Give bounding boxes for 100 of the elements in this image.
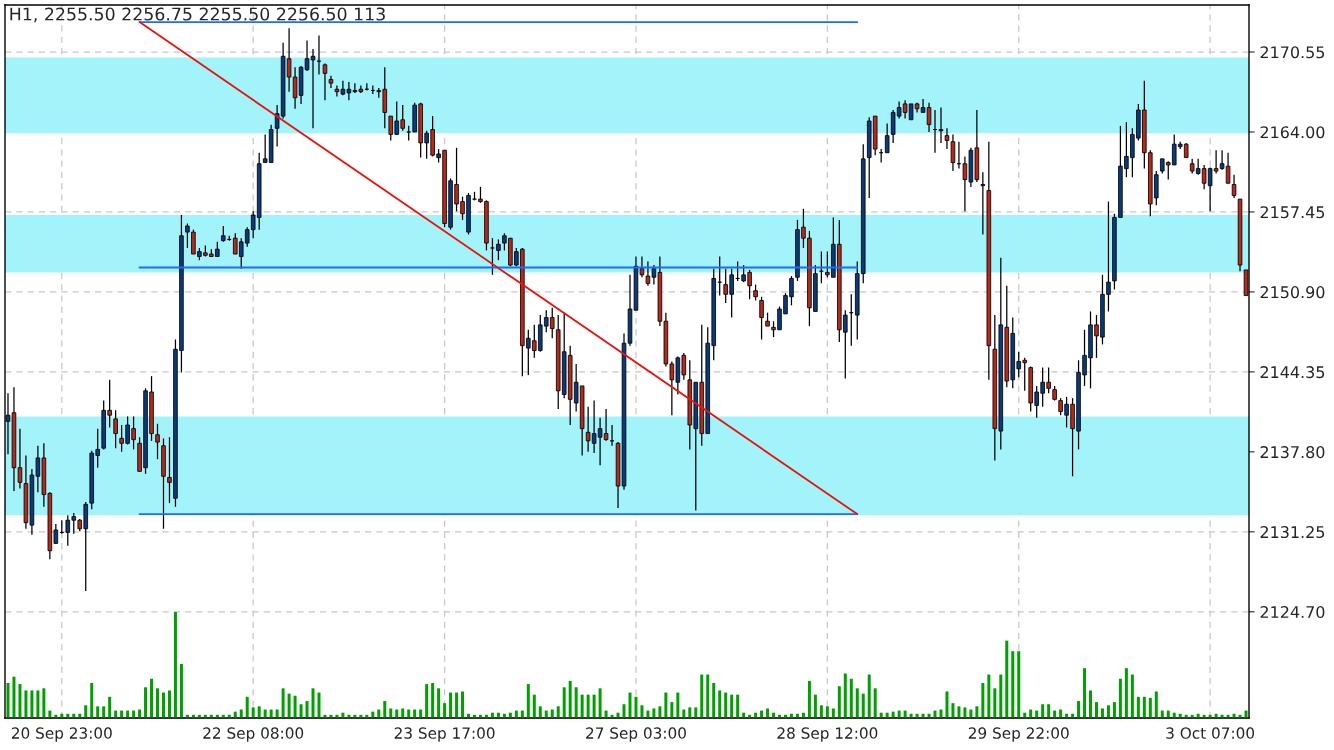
bar [299,704,303,718]
bar [1154,691,1158,718]
bar [622,704,626,718]
bar [1077,701,1081,718]
bar [1005,640,1009,718]
bar [24,690,28,718]
bar [628,692,632,718]
bar [1136,696,1140,718]
bar [36,690,40,718]
bar [311,688,315,718]
bar [658,706,662,718]
bar [867,674,871,718]
bar [443,703,447,718]
bar [831,708,835,718]
bar [556,706,560,718]
candlestick [884,122,890,154]
bar [18,684,22,718]
bar [144,687,148,718]
bar [730,694,734,718]
bar [526,684,530,718]
bar [807,680,811,718]
bar [873,688,877,718]
bar [84,705,88,718]
bar [592,694,596,718]
y-tick-label: 2157.45 [1260,206,1325,219]
bar [281,688,285,718]
x-tick-label: 27 Sep 03:00 [586,727,686,742]
bar [1041,704,1045,718]
bar [574,687,578,718]
bar [150,678,154,718]
bar [293,695,297,718]
bar [670,702,674,718]
bar [156,688,159,718]
bar [1124,668,1128,718]
bar [173,612,177,718]
bar [1047,704,1051,718]
y-tick-label: 2150.90 [1260,286,1325,299]
bar [849,678,853,718]
y-tick-label: 2164.00 [1260,126,1325,139]
bar [580,694,584,718]
bar [437,688,441,718]
bar [389,708,393,718]
candlestick [759,296,764,341]
bar [1112,702,1116,718]
bar [6,683,10,718]
bar [568,680,572,718]
bar [945,691,949,718]
bar [30,690,34,718]
bar [108,696,112,718]
bar [1106,705,1110,718]
bar [837,686,841,718]
x-tick-label: 23 Sep 17:00 [394,727,495,742]
bar [245,696,249,718]
bar [963,707,967,718]
bar [317,692,321,718]
bar [455,692,459,718]
bar [640,705,644,718]
bar [664,692,668,718]
bar [688,707,692,718]
x-tick-label: 29 Sep 22:00 [968,727,1069,742]
bar [634,696,638,718]
bar [598,688,602,718]
chart-title: H1, 2255.50 2256.75 2255.50 2256.50 113 [10,7,385,23]
y-tick-label: 2124.70 [1260,606,1325,619]
bar [712,683,716,718]
bar [843,673,847,718]
y-tick-label: 2131.25 [1260,526,1325,539]
bar [179,663,183,718]
bar [981,683,985,718]
candlestick [322,62,328,101]
bar [706,674,710,718]
bar [449,692,453,718]
bar [1148,697,1152,718]
candlestick [1231,174,1237,199]
bar [813,694,817,718]
bar [96,706,100,718]
y-tick-label: 2144.35 [1260,366,1325,379]
bar [724,692,728,718]
bar [532,694,536,718]
bar [1142,696,1146,718]
bar [718,690,722,718]
bar [861,693,865,718]
bar [431,683,435,718]
candlestick [980,171,986,236]
bar [538,706,542,718]
bar [1095,702,1098,718]
bar [401,708,405,718]
bar [1017,651,1021,718]
candlestick [113,409,118,449]
candlestick [944,127,950,150]
bar [652,708,656,718]
candlestick [328,75,334,89]
bar [251,707,255,718]
bar [586,694,590,718]
bar [1089,690,1092,718]
bar [461,691,465,718]
bar [736,694,740,718]
bar [855,688,859,718]
bar [167,690,171,718]
bar [694,707,698,718]
